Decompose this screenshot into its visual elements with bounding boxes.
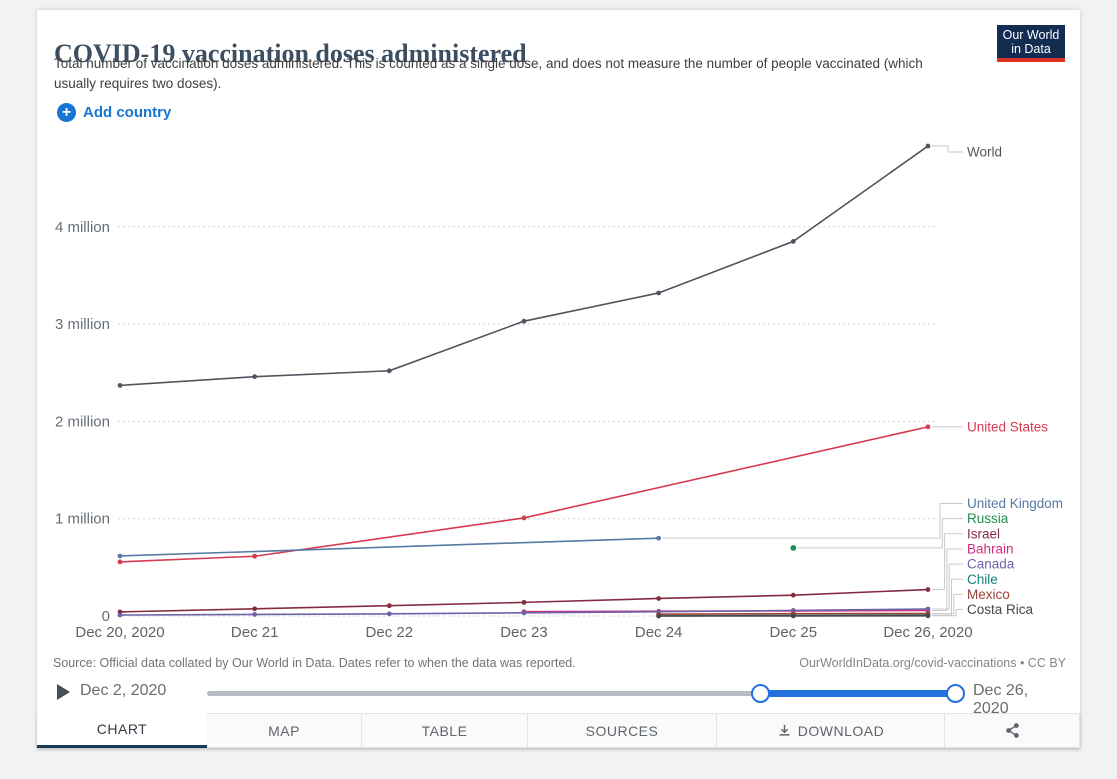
add-country-label: Add country [83,104,172,121]
timeline-handle-start[interactable] [751,684,770,703]
source-note: Source: Official data collated by Our Wo… [53,656,576,670]
download-icon [779,724,790,736]
owid-logo[interactable]: Our World in Data [997,25,1065,62]
tab-download[interactable]: DOWNLOAD [717,713,945,748]
page-title: COVID-19 vaccination doses administered [54,39,527,69]
tab-chart[interactable]: CHART [37,713,207,748]
plus-icon: + [57,103,76,122]
add-country-button[interactable]: + Add country [57,103,171,122]
tab-sources[interactable]: SOURCES [528,713,717,748]
owid-logo-redbar [997,58,1065,62]
share-icon [1005,723,1019,738]
timeline-end-label[interactable]: Dec 26, 2020 [973,682,1029,717]
timeline-track[interactable] [207,691,957,696]
owid-logo-text: Our World in Data [997,25,1065,58]
tab-bar: CHART MAP TABLE SOURCES DOWNLOAD [37,713,1080,748]
chart-footer: Source: Official data collated by Our Wo… [53,656,1066,670]
tab-map[interactable]: MAP [207,713,362,748]
page-subtitle: Total number of vaccination doses admini… [54,56,923,91]
play-button[interactable] [57,684,70,700]
timeline-start-label[interactable]: Dec 2, 2020 [80,682,167,699]
timeline-handle-end[interactable] [946,684,965,703]
attribution-link[interactable]: OurWorldInData.org/covid-vaccinations • … [799,656,1066,670]
timeline-slider: Dec 2, 2020 Dec 26, 2020 [53,678,1068,717]
timeline-selected-range[interactable] [760,690,955,697]
tab-share[interactable] [945,713,1080,748]
chart-card [37,10,1080,748]
tab-table[interactable]: TABLE [362,713,528,748]
